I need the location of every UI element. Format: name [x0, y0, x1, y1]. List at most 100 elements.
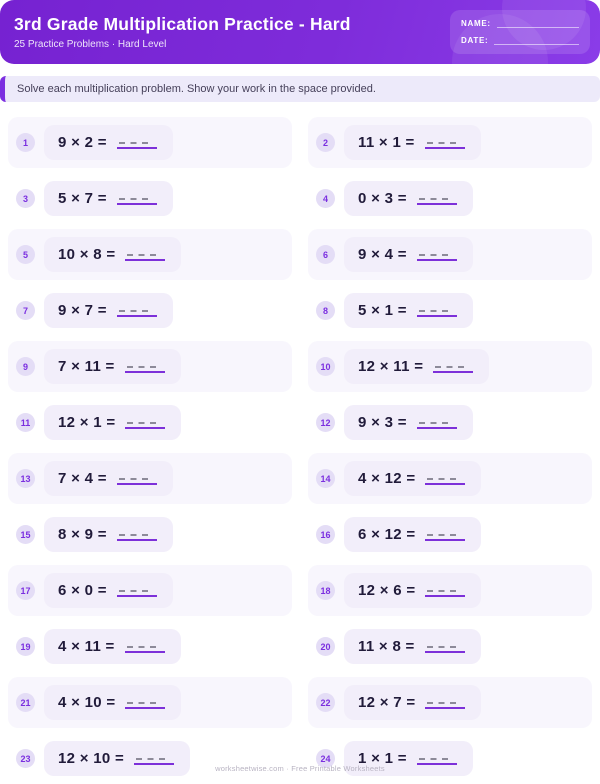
answer-blank[interactable] — [425, 585, 466, 597]
answer-blank[interactable] — [416, 193, 457, 205]
answer-blank[interactable] — [134, 753, 175, 765]
problem-number-badge: 3 — [16, 189, 35, 208]
name-date-box: NAME: DATE: — [450, 10, 590, 54]
problem-text: 7 × 4 = — [58, 470, 107, 487]
answer-blank[interactable] — [433, 361, 474, 373]
problem-number-badge: 21 — [16, 693, 35, 712]
name-label: NAME: — [461, 19, 491, 28]
problem-row: 3 5 × 7 = 4 0 × 3 = — [8, 173, 592, 224]
problem-cell: 19 4 × 11 = — [8, 621, 292, 672]
problem-cell: 17 6 × 0 = — [8, 565, 292, 616]
problem-text: 9 × 3 = — [358, 414, 407, 431]
problem-card: 4 × 11 = — [44, 629, 181, 664]
problem-card: 7 × 11 = — [44, 349, 181, 384]
answer-blank[interactable] — [116, 529, 157, 541]
problem-text: 6 × 12 = — [358, 526, 416, 543]
problem-number-badge: 5 — [16, 245, 35, 264]
problem-text: 9 × 2 = — [58, 134, 107, 151]
problem-cell: 6 9 × 4 = — [308, 229, 592, 280]
problem-row: 13 7 × 4 = 14 4 × 12 = — [8, 453, 592, 504]
answer-blank[interactable] — [125, 417, 166, 429]
answer-blank[interactable] — [116, 137, 157, 149]
answer-blank[interactable] — [116, 193, 157, 205]
problem-number-badge: 20 — [316, 637, 335, 656]
header-text-block: 3rd Grade Multiplication Practice - Hard… — [14, 14, 351, 50]
answer-blank[interactable] — [124, 361, 165, 373]
problem-card: 8 × 9 = — [44, 517, 173, 552]
name-input-line[interactable] — [496, 22, 579, 28]
problem-card: 6 × 12 = — [344, 517, 482, 552]
problem-cell: 9 7 × 11 = — [8, 341, 292, 392]
problem-row: 7 9 × 7 = 8 5 × 1 = — [8, 285, 592, 336]
answer-blank[interactable] — [116, 585, 157, 597]
problem-cell: 10 12 × 11 = — [308, 341, 592, 392]
problem-cell: 21 4 × 10 = — [8, 677, 292, 728]
problem-row: 21 4 × 10 = 22 12 × 7 = — [8, 677, 592, 728]
problem-cell: 22 12 × 7 = — [308, 677, 592, 728]
problem-card: 12 × 6 = — [344, 573, 482, 608]
problem-text: 1 × 1 = — [358, 750, 407, 767]
problem-card: 4 × 12 = — [344, 461, 482, 496]
answer-blank[interactable] — [416, 417, 457, 429]
answer-blank[interactable] — [424, 137, 465, 149]
worksheet-header: 3rd Grade Multiplication Practice - Hard… — [0, 0, 600, 64]
problem-cell: 1 9 × 2 = — [8, 117, 292, 168]
date-input-line[interactable] — [494, 39, 579, 45]
problem-text: 5 × 1 = — [358, 302, 407, 319]
problem-row: 17 6 × 0 = 18 12 × 6 = — [8, 565, 592, 616]
problem-row: 1 9 × 2 = 2 11 × 1 = — [8, 117, 592, 168]
answer-blank[interactable] — [125, 249, 166, 261]
problem-cell: 20 11 × 8 = — [308, 621, 592, 672]
problem-card: 0 × 3 = — [344, 181, 473, 216]
instructions-text: Solve each multiplication problem. Show … — [17, 83, 376, 95]
problem-text: 9 × 7 = — [58, 302, 107, 319]
problem-number-badge: 7 — [16, 301, 35, 320]
problem-cell: 7 9 × 7 = — [8, 285, 292, 336]
problem-number-badge: 14 — [316, 469, 335, 488]
problem-cell: 24 1 × 1 = — [308, 733, 592, 784]
problem-number-badge: 19 — [16, 637, 35, 656]
answer-blank[interactable] — [125, 697, 166, 709]
problem-row: 11 12 × 1 = 12 9 × 3 = — [8, 397, 592, 448]
problem-text: 9 × 4 = — [358, 246, 407, 263]
page-title: 3rd Grade Multiplication Practice - Hard — [14, 14, 351, 34]
problem-card: 12 × 10 = — [44, 741, 191, 776]
problem-cell: 23 12 × 10 = — [8, 733, 292, 784]
problem-card: 4 × 10 = — [44, 685, 182, 720]
answer-blank[interactable] — [424, 641, 465, 653]
problem-card: 9 × 2 = — [44, 125, 173, 160]
name-field: NAME: — [461, 19, 579, 28]
answer-blank[interactable] — [416, 305, 457, 317]
problem-number-badge: 23 — [16, 749, 35, 768]
problem-number-badge: 16 — [316, 525, 335, 544]
problem-number-badge: 17 — [16, 581, 35, 600]
date-field: DATE: — [461, 36, 579, 45]
problem-card: 9 × 7 = — [44, 293, 173, 328]
answer-blank[interactable] — [116, 305, 157, 317]
problem-text: 4 × 11 = — [58, 638, 115, 655]
problem-text: 12 × 10 = — [58, 750, 125, 767]
answer-blank[interactable] — [124, 641, 165, 653]
problem-cell: 13 7 × 4 = — [8, 453, 292, 504]
problem-number-badge: 15 — [16, 525, 35, 544]
answer-blank[interactable] — [425, 473, 466, 485]
answer-blank[interactable] — [116, 473, 157, 485]
problem-text: 5 × 7 = — [58, 190, 107, 207]
problem-cell: 3 5 × 7 = — [8, 173, 292, 224]
problem-text: 7 × 11 = — [58, 358, 115, 375]
problem-text: 12 × 11 = — [358, 358, 424, 375]
date-label: DATE: — [461, 36, 489, 45]
problem-row: 15 8 × 9 = 16 6 × 12 = — [8, 509, 592, 560]
answer-blank[interactable] — [425, 529, 466, 541]
problem-text: 12 × 6 = — [358, 582, 416, 599]
answer-blank[interactable] — [416, 249, 457, 261]
problem-text: 10 × 8 = — [58, 246, 116, 263]
answer-blank[interactable] — [416, 753, 457, 765]
problem-number-badge: 9 — [16, 357, 35, 376]
problem-cell: 5 10 × 8 = — [8, 229, 292, 280]
answer-blank[interactable] — [425, 697, 466, 709]
problem-number-badge: 1 — [16, 133, 35, 152]
problem-number-badge: 6 — [316, 245, 335, 264]
problem-card: 9 × 3 = — [344, 405, 473, 440]
problem-text: 4 × 12 = — [358, 470, 416, 487]
